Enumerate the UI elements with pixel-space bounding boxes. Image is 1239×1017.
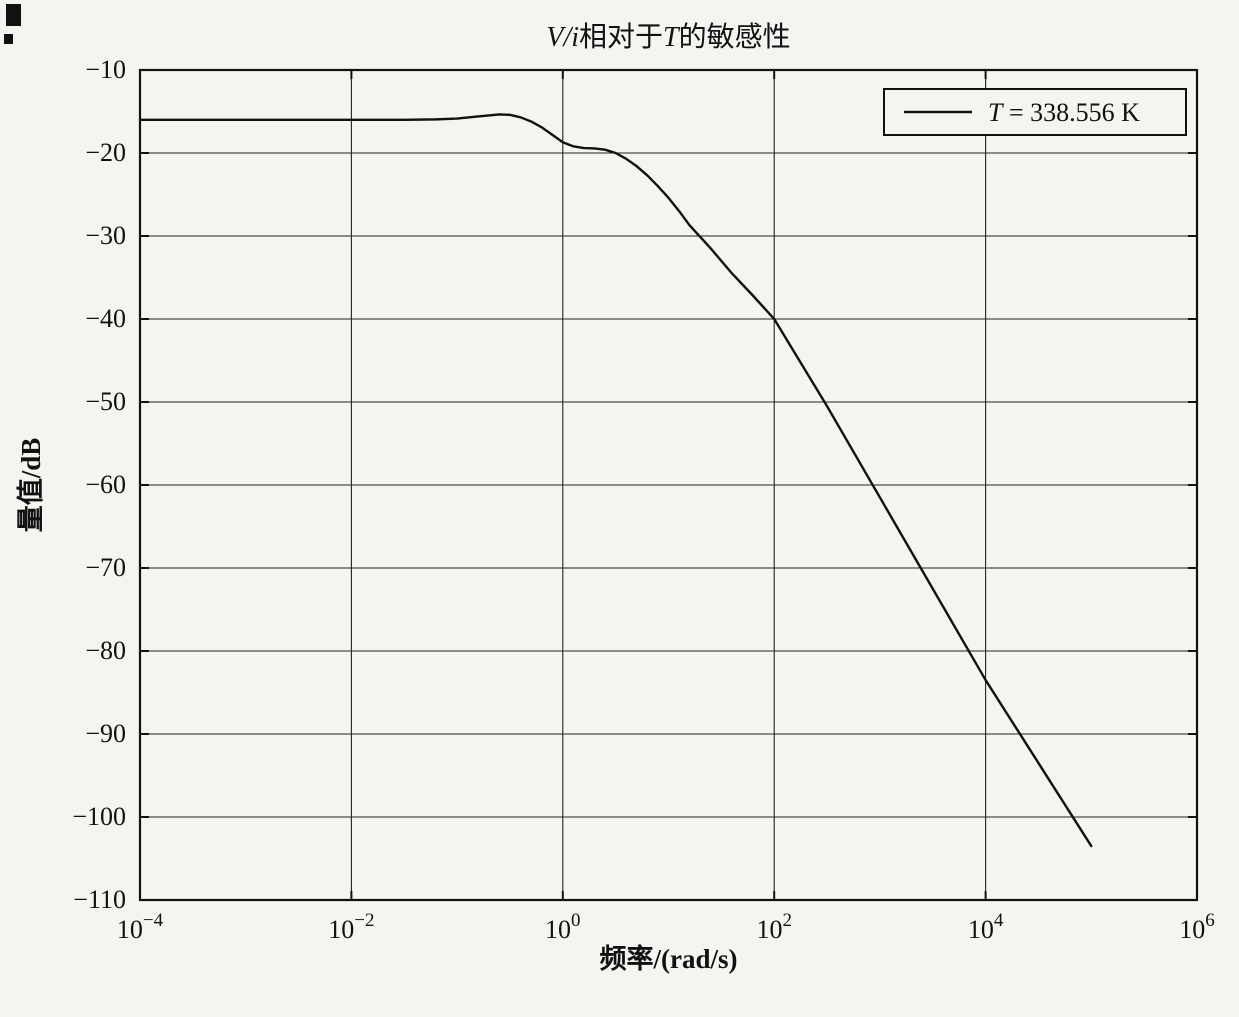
x-tick-label: 100 bbox=[545, 910, 581, 944]
y-tick-label: −30 bbox=[85, 221, 126, 250]
series-line bbox=[138, 113, 1093, 848]
y-tick-label: −100 bbox=[72, 802, 126, 831]
y-tick-label: −20 bbox=[85, 138, 126, 167]
y-tick-label: −10 bbox=[85, 55, 126, 84]
y-tick-label: −90 bbox=[85, 719, 126, 748]
y-tick-label: −80 bbox=[85, 636, 126, 665]
y-axis-label: 量值/dB bbox=[16, 438, 46, 533]
y-tick-label: −70 bbox=[85, 553, 126, 582]
y-tick-label: −40 bbox=[85, 304, 126, 333]
x-tick-label: 10−2 bbox=[328, 910, 374, 944]
x-axis-label: 频率/(rad/s) bbox=[600, 943, 738, 974]
x-tick-label: 106 bbox=[1179, 910, 1215, 944]
x-tick-label: 10−4 bbox=[117, 910, 164, 944]
scan-artifact bbox=[6, 4, 21, 26]
scan-artifact bbox=[4, 34, 13, 44]
y-tick-label: −110 bbox=[73, 885, 126, 914]
x-tick-label: 102 bbox=[756, 910, 792, 944]
x-tick-label: 104 bbox=[968, 910, 1004, 944]
legend-label: T = 338.556 K bbox=[988, 98, 1140, 127]
legend-box bbox=[883, 88, 1187, 136]
chart-title: V/i相对于T的敏感性 bbox=[546, 21, 790, 53]
y-tick-label: −50 bbox=[85, 387, 126, 416]
y-tick-label: −60 bbox=[85, 470, 126, 499]
